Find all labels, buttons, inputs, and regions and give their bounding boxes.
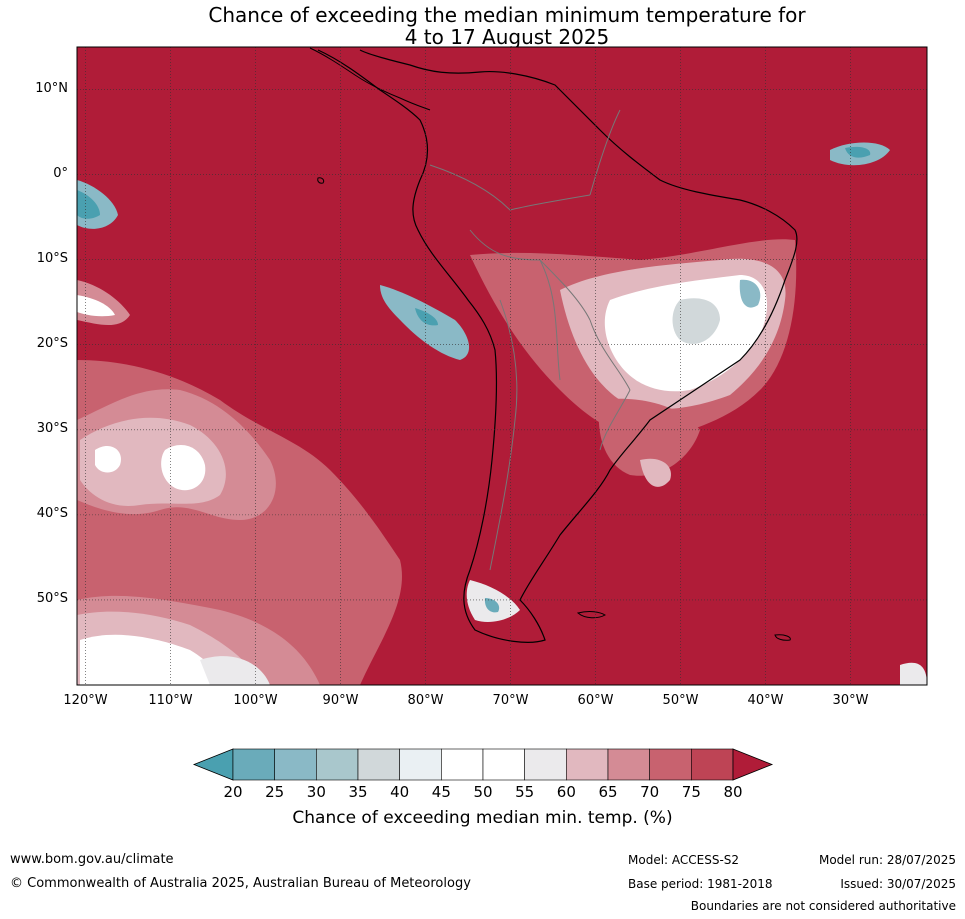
lat-label: 10°S bbox=[36, 250, 68, 266]
lat-label: 40°S bbox=[36, 505, 68, 521]
pacific-anomaly-white bbox=[161, 445, 206, 491]
lon-label: 90°W bbox=[322, 693, 359, 708]
lon-label: 70°W bbox=[492, 693, 529, 708]
colorbar-tick: 65 bbox=[598, 783, 618, 801]
title-line-1: Chance of exceeding the median minimum t… bbox=[208, 3, 806, 27]
uruguay-anomaly bbox=[598, 398, 700, 476]
pacific-south-white bbox=[80, 634, 225, 685]
disclaimer-text: Boundaries are not considered authoritat… bbox=[690, 899, 956, 913]
atlantic-east-patch-core bbox=[845, 146, 871, 158]
colorbar-tick: 70 bbox=[640, 783, 660, 801]
colorbar-title: Chance of exceeding median min. temp. (%… bbox=[292, 808, 673, 828]
colorbar-segment bbox=[607, 748, 650, 781]
title-line-2: 4 to 17 August 2025 bbox=[404, 25, 610, 49]
west-edge-white bbox=[77, 295, 115, 317]
base-period-text: Base period: 1981-2018 bbox=[628, 877, 773, 891]
website-link[interactable]: www.bom.gov.au/climate bbox=[10, 852, 174, 867]
galapagos-patch-core bbox=[415, 308, 438, 326]
lon-label: 80°W bbox=[407, 693, 444, 708]
lat-label: 0° bbox=[53, 165, 68, 181]
colorbar-segment bbox=[566, 748, 609, 781]
colorbar-extend-low bbox=[192, 748, 234, 781]
graticule bbox=[77, 47, 927, 685]
colorbar-segment bbox=[316, 748, 359, 781]
lat-label: 50°S bbox=[36, 590, 68, 606]
lat-label: 20°S bbox=[36, 335, 68, 351]
colorbar-segment bbox=[232, 748, 275, 781]
copyright-text: © Commonwealth of Australia 2025, Austra… bbox=[10, 876, 471, 891]
country-borders bbox=[429, 109, 631, 571]
pacific-anomaly-white-2 bbox=[95, 445, 121, 473]
lon-label: 50°W bbox=[662, 693, 699, 708]
brazil-anomaly-blue bbox=[739, 279, 761, 308]
colorbar-segment bbox=[691, 748, 734, 781]
colorbar-segment bbox=[357, 748, 400, 781]
colorbar-tick: 30 bbox=[306, 783, 326, 801]
brazil-anomaly-grey bbox=[672, 298, 720, 344]
colorbar-tick: 75 bbox=[681, 783, 701, 801]
colorbar-tick: 40 bbox=[390, 783, 410, 801]
model-run-text: Model run: 28/07/2025 bbox=[818, 853, 956, 867]
central-america-coastline bbox=[309, 47, 431, 111]
galapagos bbox=[317, 177, 325, 184]
colorbar-segment bbox=[524, 748, 567, 781]
lon-label: 60°W bbox=[577, 693, 614, 708]
lon-label: 30°W bbox=[832, 693, 869, 708]
lat-label: 10°N bbox=[35, 80, 68, 96]
colorbar-segment bbox=[399, 748, 442, 781]
lon-label: 100°W bbox=[233, 693, 278, 708]
colorbar-tick: 25 bbox=[265, 783, 285, 801]
model-text: Model: ACCESS-S2 bbox=[628, 853, 740, 867]
west-blue-patch-core bbox=[77, 190, 100, 219]
colorbar-extend-high bbox=[732, 748, 774, 781]
colorbar-segment bbox=[482, 748, 525, 781]
colorbar-tick: 80 bbox=[723, 783, 743, 801]
falklands bbox=[576, 611, 606, 619]
colorbar-tick: 45 bbox=[431, 783, 451, 801]
chart-title: Chance of exceeding the median minimum t… bbox=[0, 4, 965, 48]
pacific-south-grey bbox=[200, 656, 270, 685]
lon-label: 40°W bbox=[747, 693, 784, 708]
colorbar-tick: 35 bbox=[348, 783, 368, 801]
lon-label: 120°W bbox=[63, 693, 108, 708]
south-georgia bbox=[774, 634, 791, 641]
colorbar-segment bbox=[274, 748, 317, 781]
colorbar-tick: 50 bbox=[473, 783, 493, 801]
colorbar-segment bbox=[649, 748, 692, 781]
colorbar-tick: 20 bbox=[223, 783, 243, 801]
south-america-coastline bbox=[317, 49, 798, 643]
map-frame bbox=[76, 46, 928, 686]
colorbar bbox=[192, 748, 774, 781]
lat-label: 30°S bbox=[36, 420, 68, 436]
colorbar-segment bbox=[441, 748, 484, 781]
colorbar-tick: 60 bbox=[556, 783, 576, 801]
uruguay-anomaly-65 bbox=[640, 458, 671, 487]
issued-text: Issued: 30/07/2025 bbox=[840, 877, 956, 891]
colorbar-tick: 55 bbox=[515, 783, 535, 801]
patagonia-anomaly-blue bbox=[484, 598, 500, 613]
atlantic-southeast-white bbox=[900, 662, 927, 685]
lon-label: 110°W bbox=[148, 693, 193, 708]
